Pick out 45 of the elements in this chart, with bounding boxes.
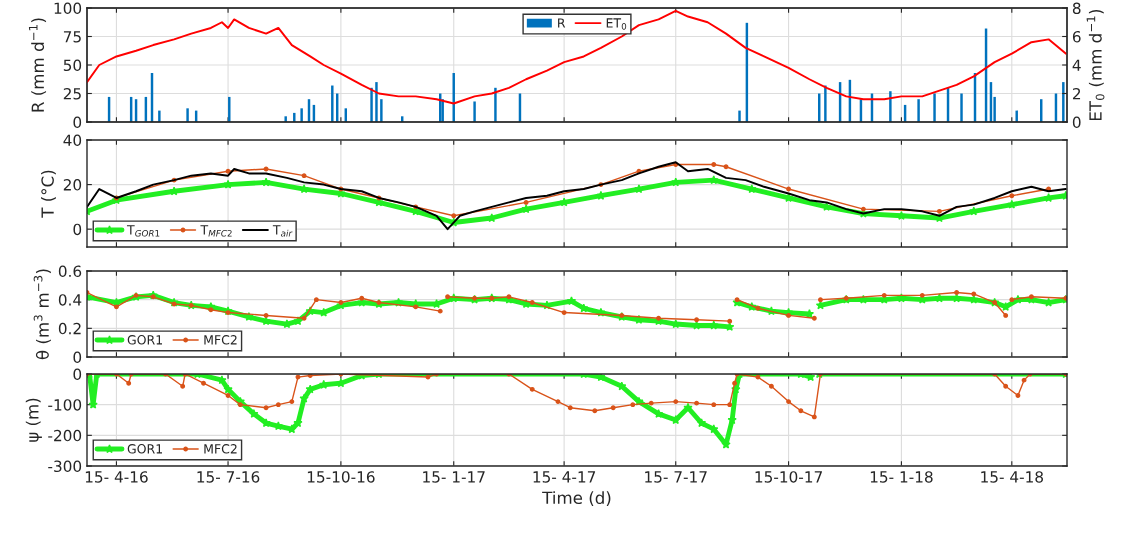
y-tick-label: 0 [73,116,82,129]
y-axis-title: ψ (m) [25,398,42,442]
x-axis-title: Time (d) [542,491,611,507]
y-tick-label: -200 [48,429,82,442]
x-tick-label: 15- 4-18 [981,471,1043,483]
legend-label: ET$_{0}$ [606,18,627,30]
y-tick-label: 20 [63,179,82,191]
legend-label: T$_{GOR1}$ [126,225,160,237]
y2-tick-label: 0 [1072,116,1081,129]
y-tick-label: 40 [63,134,82,147]
legend-label: GOR1 [127,335,163,345]
x-tick-label: 15-10-17 [755,471,822,483]
y-tick-label: 25 [63,87,81,100]
legend-label: MFC2 [204,444,237,454]
y-tick-label: -300 [48,460,82,473]
y2-tick-label: 8 [1072,2,1081,15]
y2-tick-label: 6 [1072,30,1081,43]
y2-axis-title: ET$_{0}$ (mm d$^{−1}$) [1086,9,1105,121]
legend-label: T$_{MFC2}$ [200,225,232,237]
y-axis-title: R (mm d$^{−1}$) [28,18,47,112]
legend-label: R [558,18,566,28]
y-axis-title: T (°C) [41,170,56,218]
y-tick-label: 50 [63,59,82,72]
x-tick-label: 15- 7-16 [197,471,260,483]
y-tick-label: -100 [48,399,82,411]
y-tick-label: 0.4 [58,294,82,306]
y-tick-label: 0 [73,368,82,381]
y-tick-label: 75 [63,31,81,43]
x-tick-label: 15- 4-17 [533,471,596,483]
y-tick-label: 100 [54,2,82,15]
x-tick-label: 15-10-16 [307,471,375,483]
y-tick-label: 0.6 [58,265,82,278]
y-tick-label: 0 [73,223,82,236]
legend-label: T$_{air}$ [272,225,293,237]
y2-tick-label: 2 [1072,87,1081,100]
y-tick-label: 0.2 [58,322,81,335]
x-tick-label: 15- 1-18 [870,471,933,483]
y-tick-label: 0 [73,351,82,364]
y2-tick-label: 4 [1072,59,1081,71]
x-tick-label: 15- 1-17 [423,471,485,483]
legend-label: GOR1 [127,444,163,454]
y-axis-title: θ (m$^{3}$ m$^{−3}$) [33,269,51,360]
x-tick-label: 15- 4-16 [85,471,148,483]
legend-label: MFC2 [204,335,237,345]
x-tick-label: 15- 7-17 [645,471,707,483]
